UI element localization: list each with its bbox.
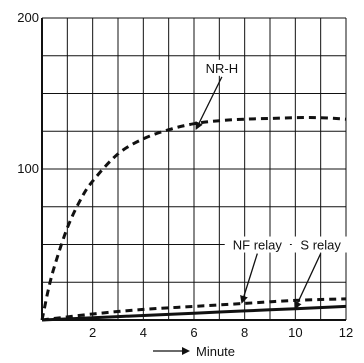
x-axis-title-group: Minute xyxy=(153,344,235,359)
series-line-nf-relay xyxy=(41,297,347,322)
annotation-arrow-s-relay xyxy=(294,253,322,310)
annotation-arrow-nr-h xyxy=(195,76,223,131)
x-tick-label: 2 xyxy=(89,325,96,340)
x-tick-label: 10 xyxy=(288,325,302,340)
annotations: NR-H NF relay S relay xyxy=(195,59,350,310)
grid xyxy=(41,17,347,321)
y-tick-label: 200 xyxy=(17,10,39,25)
x-axis-title: Minute xyxy=(196,344,235,359)
x-tick-label: 8 xyxy=(241,325,248,340)
annotation-background xyxy=(291,236,350,253)
annotation-label-nr-h: NR-H xyxy=(206,61,239,76)
tick-labels: 2 4 6 8 10 12 100 200 xyxy=(17,10,353,340)
x-tick-label: 12 xyxy=(339,325,353,340)
annotation-label-s-relay: S relay xyxy=(300,238,341,253)
x-tick-label: 4 xyxy=(140,325,147,340)
x-tick-label: 6 xyxy=(190,325,197,340)
annotation-background xyxy=(224,236,290,253)
annotation-arrow-nf-relay xyxy=(240,253,258,304)
series-line-nr-h xyxy=(40,116,347,321)
annotation-background xyxy=(204,59,240,76)
y-tick-label: 100 xyxy=(17,161,39,176)
annotation-label-nf-relay: NF relay xyxy=(233,238,283,253)
